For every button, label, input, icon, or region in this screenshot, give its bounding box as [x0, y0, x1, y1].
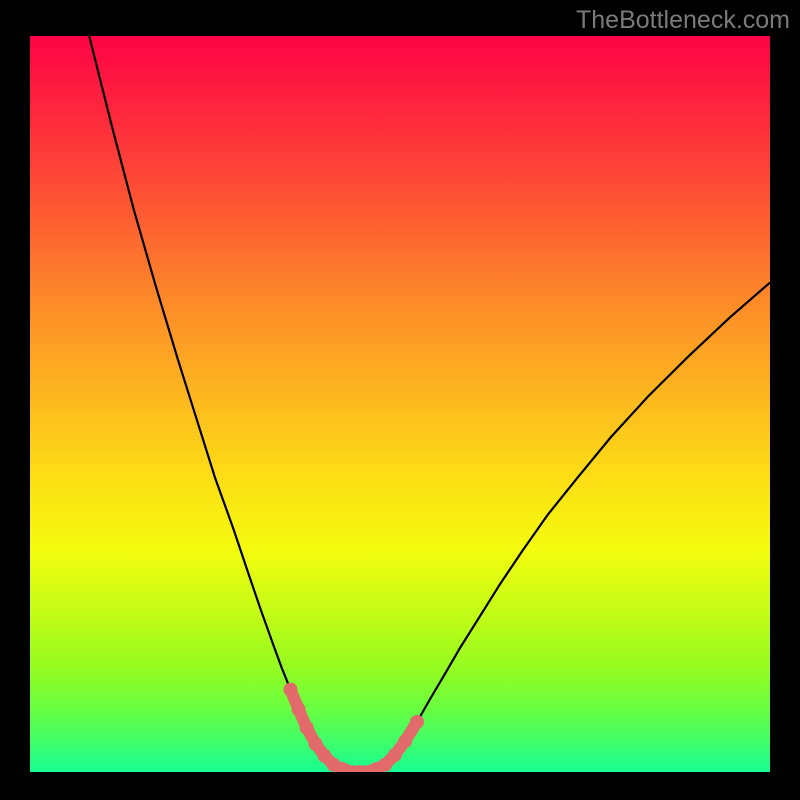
bottleneck-curve-chart — [0, 0, 800, 800]
chart-container: TheBottleneck.com — [0, 0, 800, 800]
watermark-text: TheBottleneck.com — [576, 6, 790, 35]
